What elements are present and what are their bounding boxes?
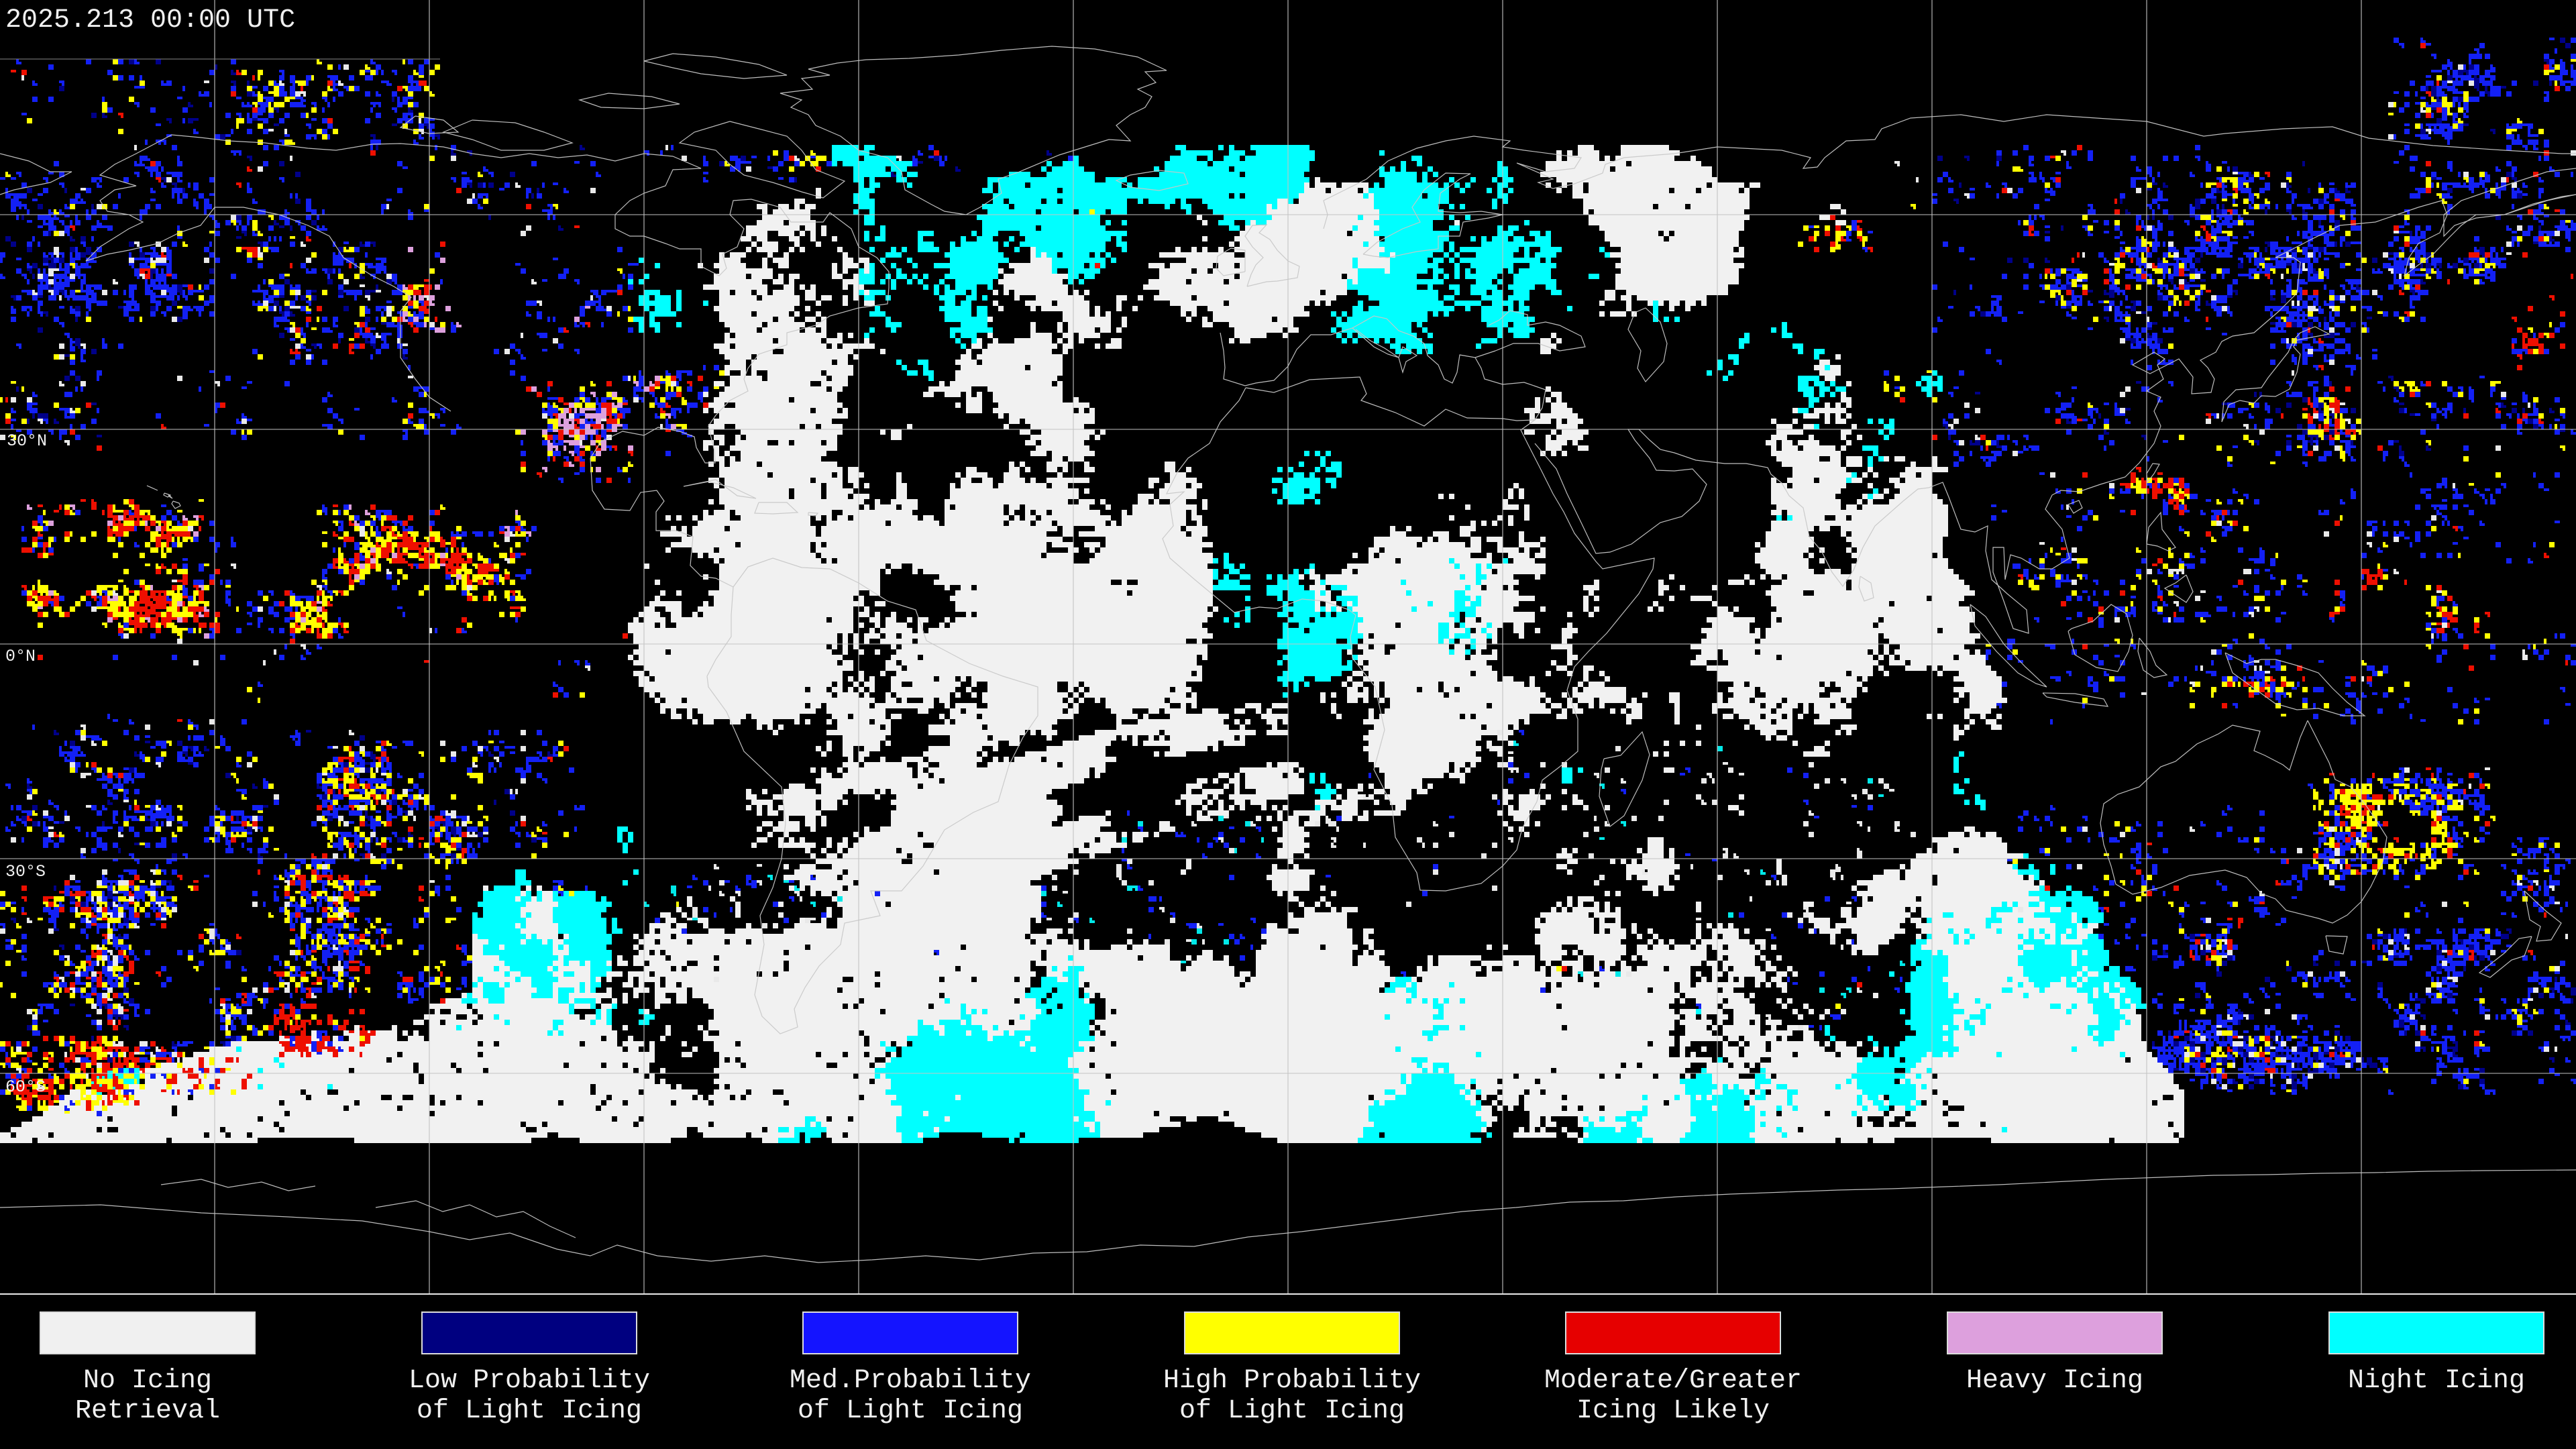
svg-text:60°S: 60°S	[5, 1077, 46, 1097]
svg-text:No Icing: No Icing	[83, 1366, 212, 1396]
svg-text:Icing Likely: Icing Likely	[1576, 1396, 1770, 1426]
svg-text:Retrieval: Retrieval	[75, 1396, 220, 1426]
svg-text:Moderate/Greater: Moderate/Greater	[1544, 1366, 1802, 1396]
svg-text:Heavy Icing: Heavy Icing	[1966, 1366, 2143, 1396]
svg-text:2025.213 00:00 UTC: 2025.213 00:00 UTC	[5, 5, 295, 36]
svg-text:Med.Probability: Med.Probability	[790, 1366, 1031, 1396]
svg-text:30°S: 30°S	[5, 862, 46, 881]
svg-text:Low Probability: Low Probability	[409, 1366, 650, 1396]
svg-text:Night Icing: Night Icing	[2348, 1366, 2525, 1396]
svg-text:30°N: 30°N	[7, 431, 47, 451]
svg-text:0°N: 0°N	[5, 647, 36, 666]
svg-text:of Light Icing: of Light Icing	[417, 1396, 642, 1426]
svg-text:of Light Icing: of Light Icing	[1179, 1396, 1405, 1426]
svg-text:of Light Icing: of Light Icing	[798, 1396, 1023, 1426]
svg-text:High Probability: High Probability	[1163, 1366, 1421, 1396]
